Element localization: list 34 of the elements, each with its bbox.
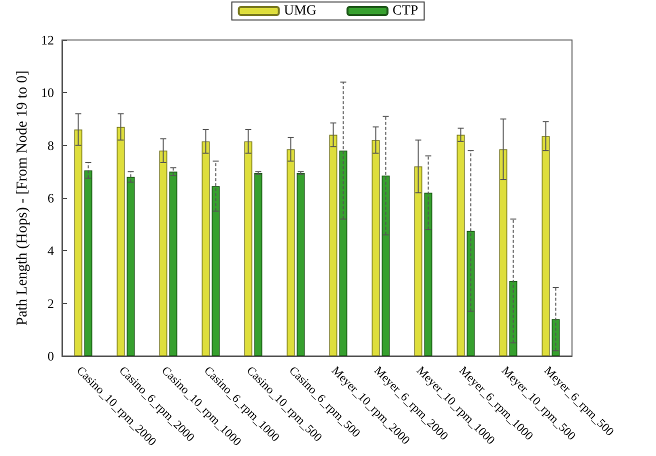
bar [169,172,178,356]
bar [456,134,465,356]
bar [329,134,338,356]
bar [159,150,168,356]
bar [254,172,262,356]
bar [499,149,508,356]
bar [414,166,422,356]
y-tick-label: 8 [48,138,54,153]
y-axis-title: Path Length (Hops) - [From Node 19 to 0] [14,70,31,326]
y-tick-label: 2 [48,296,54,311]
bar [212,186,220,356]
bar [372,140,380,356]
bar [339,150,348,356]
y-tick-label: 0 [48,348,54,364]
legend-label: UMG [284,4,316,18]
bar [74,130,82,356]
bar [296,172,305,356]
bar [84,170,92,356]
bar [424,192,432,356]
bar [466,230,475,356]
bar [244,141,252,356]
legend-label: CTP [392,4,418,18]
bar [509,280,518,356]
bar [552,319,560,356]
y-tick-label: 10 [41,85,54,100]
bar [126,176,135,356]
bar [542,136,550,356]
y-tick-label: 4 [48,243,54,258]
y-tick-label: 12 [41,32,54,48]
bar [202,141,210,356]
bar [382,176,390,356]
y-tick-label: 6 [48,190,54,206]
bar [116,126,125,356]
bar [286,149,295,356]
